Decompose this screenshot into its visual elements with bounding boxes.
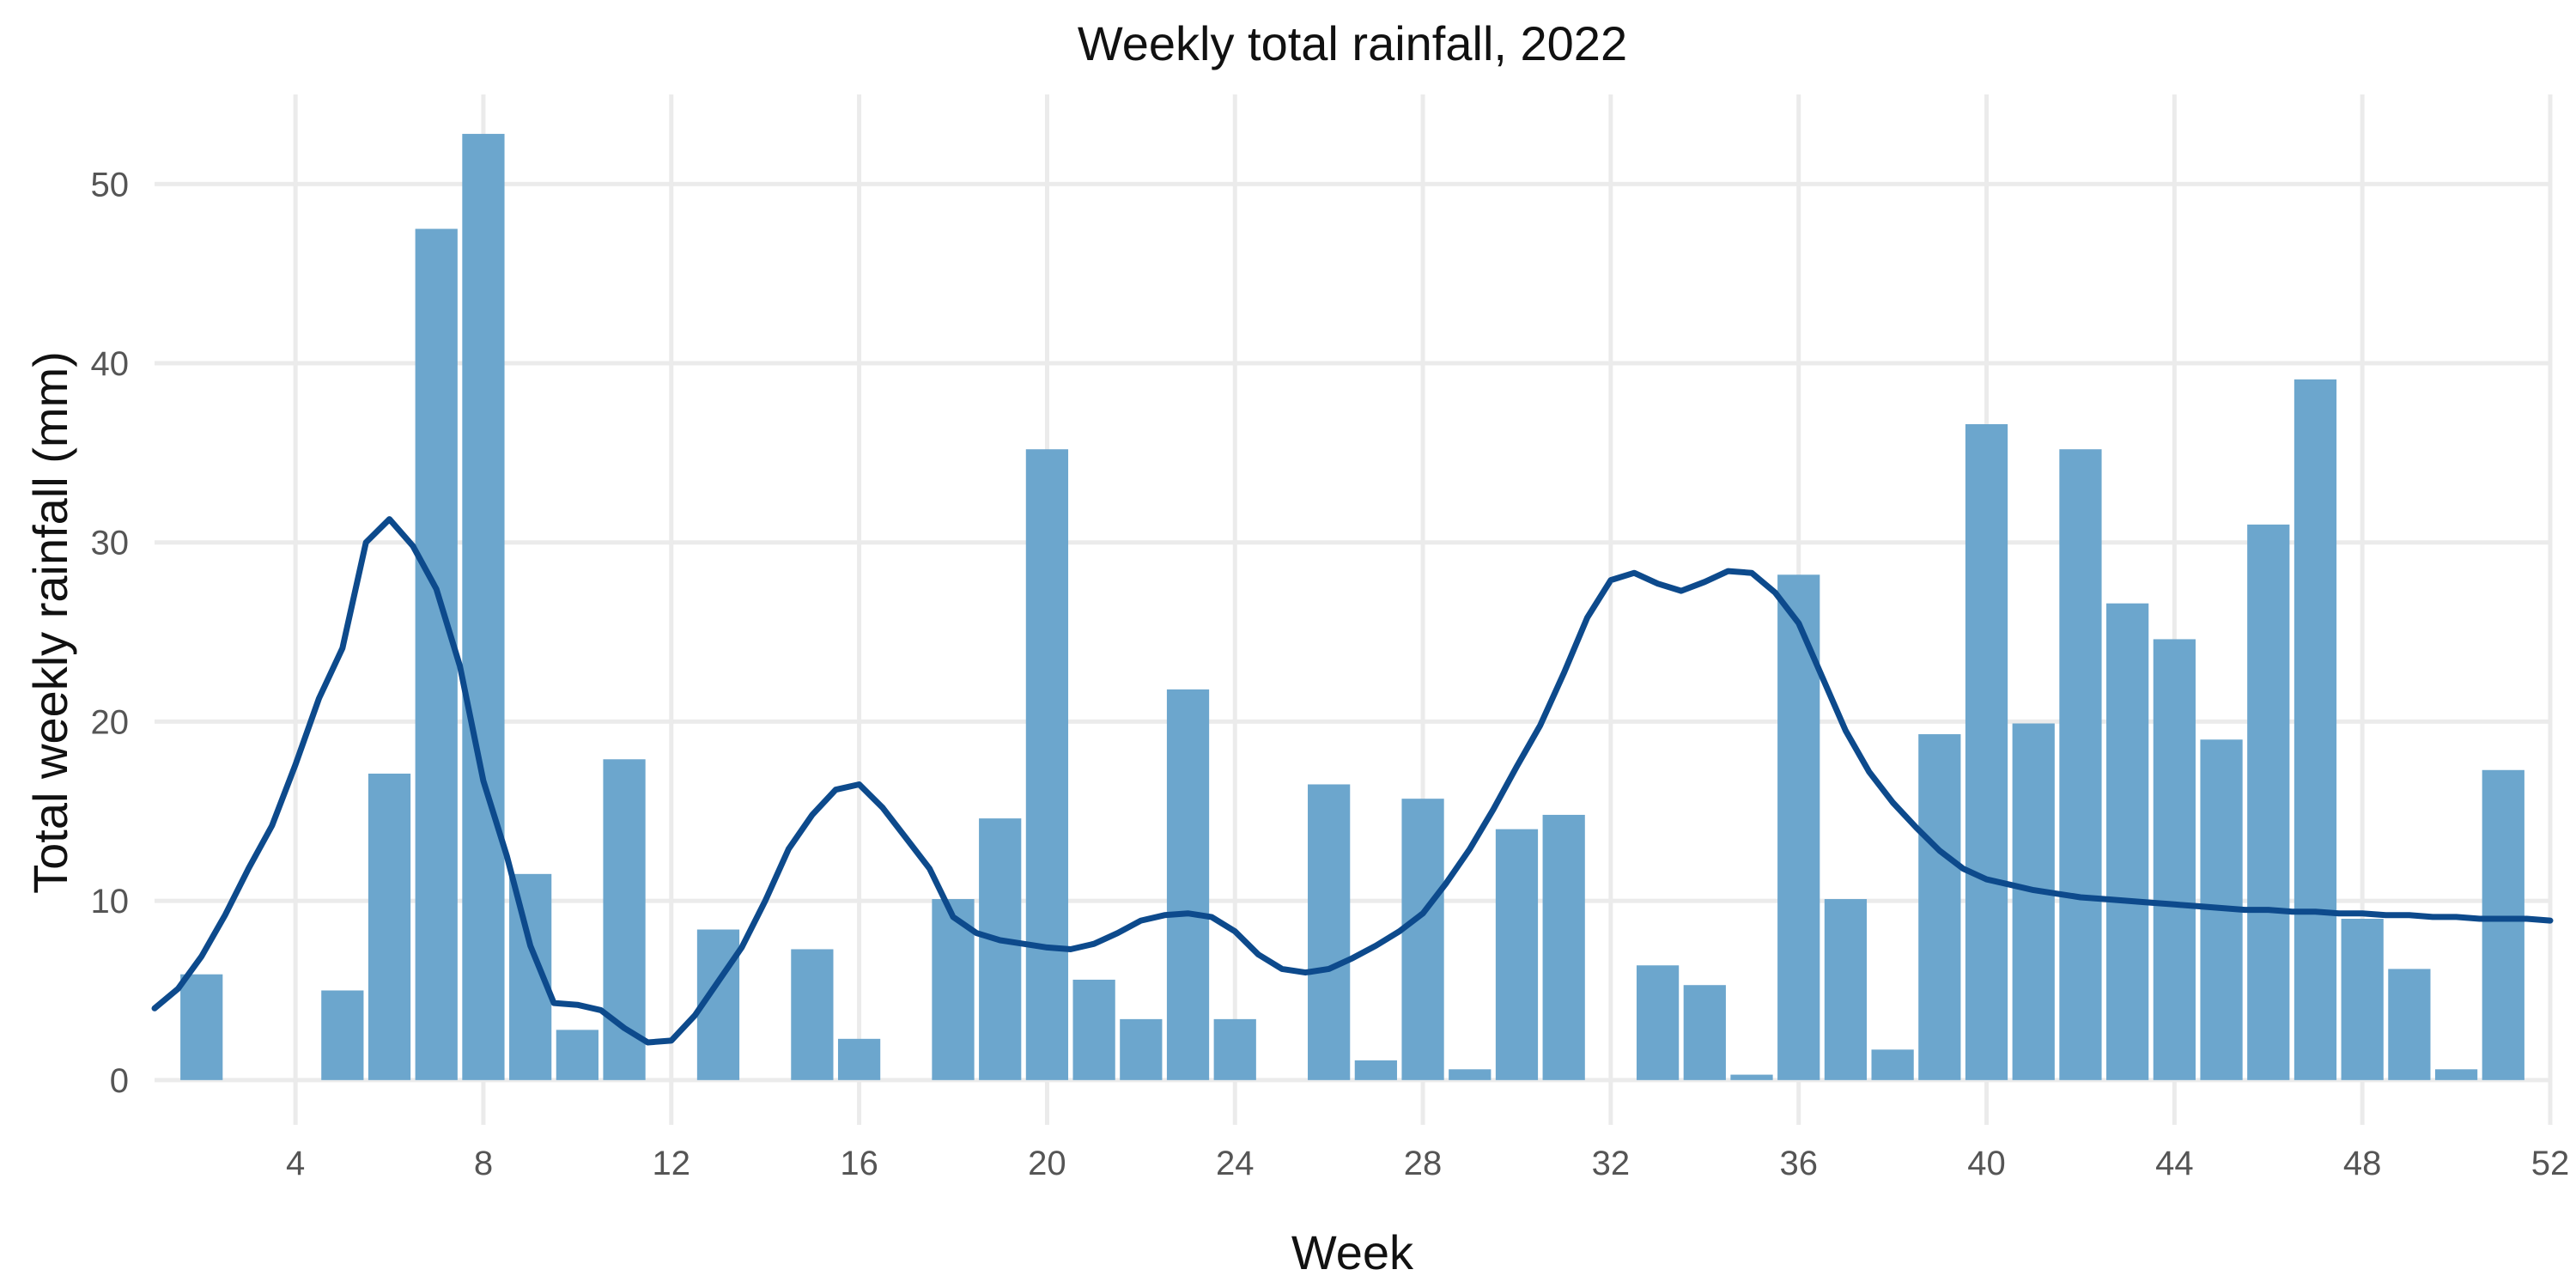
bar-week-49 <box>2388 969 2431 1080</box>
bar-week-39 <box>1918 734 1961 1080</box>
y-axis-ticks: 0 10 20 30 40 50 <box>91 166 130 1099</box>
y-tick-label: 0 <box>110 1062 129 1100</box>
bar-week-33 <box>1636 965 1680 1080</box>
bar-week-7 <box>415 228 458 1080</box>
bar-week-8 <box>462 133 505 1080</box>
x-tick-label: 16 <box>840 1145 878 1182</box>
bar-week-38 <box>1871 1049 1914 1080</box>
y-tick-label: 20 <box>91 703 130 741</box>
x-tick-label: 24 <box>1216 1145 1255 1182</box>
bar-week-48 <box>2341 919 2384 1080</box>
gridlines <box>155 94 2553 1125</box>
x-tick-label: 28 <box>1404 1145 1443 1182</box>
bar-week-19 <box>979 818 1022 1080</box>
bar-week-30 <box>1495 829 1539 1080</box>
bar-week-22 <box>1120 1018 1163 1080</box>
bar-week-20 <box>1025 449 1069 1080</box>
y-axis-label: Total weekly rainfall (mm) <box>23 351 77 894</box>
bar-week-43 <box>2106 603 2149 1080</box>
bar-week-11 <box>603 759 646 1080</box>
bar-week-40 <box>1965 424 2008 1080</box>
x-tick-label: 36 <box>1779 1145 1818 1182</box>
x-tick-label: 48 <box>2343 1145 2382 1182</box>
x-tick-label: 44 <box>2155 1145 2194 1182</box>
y-tick-label: 40 <box>91 345 130 383</box>
bar-week-51 <box>2482 769 2524 1080</box>
bar-week-47 <box>2293 379 2337 1080</box>
x-axis-label: Week <box>1291 1225 1414 1279</box>
chart-title: Weekly total rainfall, 2022 <box>1078 16 1627 70</box>
smoothed-trend-line <box>151 516 2554 1046</box>
x-tick-label: 12 <box>653 1145 691 1182</box>
bar-week-42 <box>2059 449 2102 1080</box>
bar-week-50 <box>2434 1069 2478 1080</box>
bar-week-37 <box>1824 899 1868 1080</box>
bar-week-28 <box>1401 799 1444 1080</box>
bar-week-10 <box>556 1030 598 1080</box>
y-tick-label: 10 <box>91 883 130 920</box>
y-tick-label: 50 <box>91 166 130 204</box>
x-tick-label: 52 <box>2531 1145 2570 1182</box>
bar-week-41 <box>2012 723 2055 1080</box>
bar-week-2 <box>180 974 223 1080</box>
bar-week-34 <box>1683 985 1726 1080</box>
x-tick-label: 8 <box>474 1145 493 1182</box>
bar-week-23 <box>1166 689 1210 1080</box>
bar-week-44 <box>2153 639 2196 1080</box>
bar-week-29 <box>1449 1069 1492 1080</box>
bar-week-5 <box>321 990 364 1080</box>
bar-week-24 <box>1213 1018 1256 1080</box>
bar-week-46 <box>2247 524 2290 1080</box>
bar-week-31 <box>1542 814 1585 1080</box>
x-tick-label: 40 <box>1967 1145 2006 1182</box>
x-tick-label: 32 <box>1592 1145 1631 1182</box>
bar-week-15 <box>791 949 834 1080</box>
bar-week-27 <box>1354 1060 1397 1080</box>
bar-week-21 <box>1072 979 1115 1080</box>
bar-week-26 <box>1308 784 1351 1080</box>
y-tick-label: 30 <box>91 525 130 562</box>
x-tick-label: 20 <box>1028 1145 1066 1182</box>
bar-week-16 <box>837 1038 881 1080</box>
bar-week-35 <box>1730 1074 1773 1080</box>
x-axis-ticks: 4 8 12 16 20 24 28 32 36 40 44 48 52 <box>286 1145 2569 1182</box>
x-tick-label: 4 <box>286 1145 305 1182</box>
bar-week-6 <box>368 773 411 1080</box>
